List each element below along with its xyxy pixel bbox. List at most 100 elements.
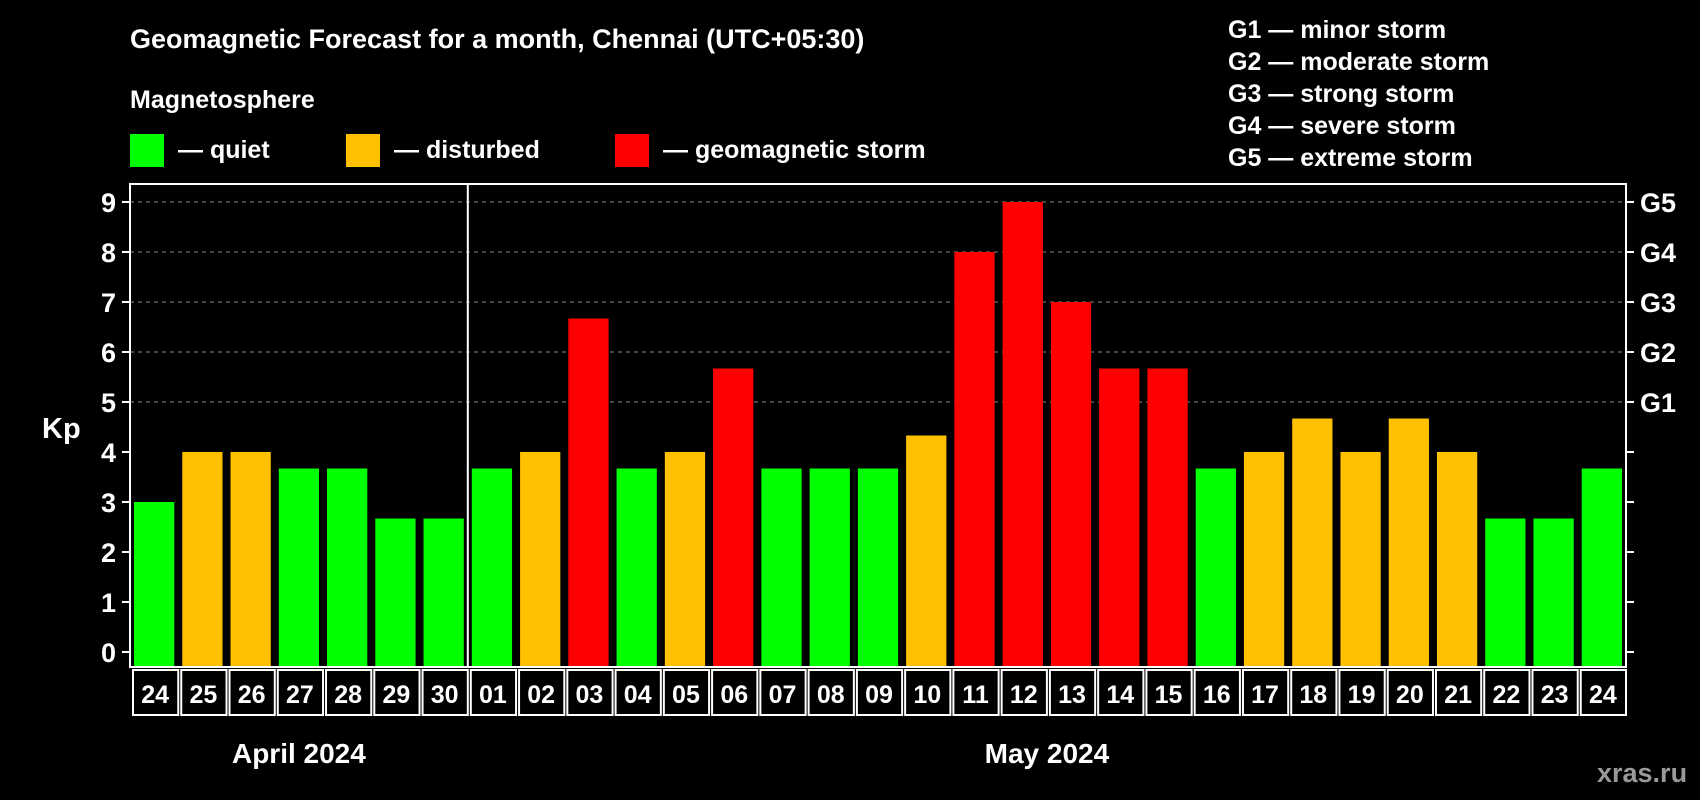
date-cell xyxy=(1290,669,1338,716)
date-label: 21 xyxy=(1444,681,1472,709)
bar-08 xyxy=(809,468,850,666)
bar-06 xyxy=(713,368,754,666)
y-tick-label: 8 xyxy=(101,238,116,268)
date-label: 16 xyxy=(1203,681,1231,709)
date-cell xyxy=(276,669,325,716)
date-cell xyxy=(1048,669,1097,716)
date-cell xyxy=(904,669,952,716)
bar-11 xyxy=(954,252,995,666)
month-label: May 2024 xyxy=(985,738,1110,769)
date-label: 02 xyxy=(527,681,555,709)
g-level-label: G4 xyxy=(1640,238,1676,268)
bar-20 xyxy=(1388,418,1429,666)
bar-15 xyxy=(1147,368,1188,666)
date-label: 15 xyxy=(1155,681,1183,709)
date-cell xyxy=(1434,669,1483,716)
date-label: 10 xyxy=(913,681,941,709)
g-level-label: G5 xyxy=(1640,188,1676,218)
legend-storm-label: — geomagnetic storm xyxy=(663,136,926,164)
bar-21 xyxy=(1436,452,1478,666)
date-cell xyxy=(228,669,276,716)
bar-17 xyxy=(1243,452,1285,666)
date-cell xyxy=(1386,669,1434,716)
y-tick-label: 1 xyxy=(101,588,116,618)
storm-levels-legend: G1 — minor storm G2 — moderate storm G3 … xyxy=(1228,14,1489,174)
legend-disturbed: — disturbed xyxy=(346,134,540,167)
bar-26 xyxy=(230,452,271,666)
date-label: 06 xyxy=(720,681,748,709)
date-cell xyxy=(180,669,228,716)
date-label: 04 xyxy=(624,681,652,709)
date-label: 05 xyxy=(672,681,700,709)
date-label: 29 xyxy=(383,681,411,709)
chart-title: Geomagnetic Forecast for a month, Chenna… xyxy=(130,24,865,54)
bar-24 xyxy=(1581,468,1622,666)
bar-02 xyxy=(520,452,561,666)
bar-09 xyxy=(857,468,899,666)
date-cell xyxy=(952,669,1000,716)
date-label: 24 xyxy=(1589,681,1617,709)
y-tick-label: 6 xyxy=(101,338,116,368)
storm-level-g3: G3 — strong storm xyxy=(1228,80,1455,108)
date-cell xyxy=(855,669,904,716)
date-cell xyxy=(1483,669,1531,716)
bar-24 xyxy=(134,502,175,666)
date-label: 18 xyxy=(1299,681,1327,709)
y-tick-label: 4 xyxy=(101,438,116,468)
storm-swatch xyxy=(615,134,649,167)
bar-01 xyxy=(471,468,513,666)
date-cell xyxy=(132,669,180,716)
bar-27 xyxy=(278,468,320,666)
date-cell xyxy=(1145,669,1193,716)
legend-storm: — geomagnetic storm xyxy=(615,134,926,167)
date-label: 09 xyxy=(865,681,893,709)
date-cell xyxy=(1241,669,1290,716)
bar-25 xyxy=(182,452,223,666)
date-cell xyxy=(1000,669,1048,716)
date-label: 12 xyxy=(1010,681,1038,709)
bar-23 xyxy=(1533,518,1574,666)
date-cell xyxy=(421,669,469,716)
y-tick-label: 3 xyxy=(101,488,116,518)
date-label: 03 xyxy=(576,681,604,709)
date-cell xyxy=(711,669,759,716)
quiet-swatch xyxy=(130,134,164,167)
legend-quiet-label: — quiet xyxy=(178,136,270,164)
storm-level-g4: G4 — severe storm xyxy=(1228,112,1456,140)
y-tick-label: 5 xyxy=(101,388,116,418)
bar-14 xyxy=(1099,368,1140,666)
date-label: 30 xyxy=(431,681,459,709)
date-cell xyxy=(759,669,807,716)
bar-05 xyxy=(664,452,706,666)
y-axis-label: Kp xyxy=(42,413,81,445)
bar-18 xyxy=(1292,418,1333,666)
date-cell xyxy=(1579,669,1628,716)
g-level-label: G1 xyxy=(1640,388,1676,418)
bar-04 xyxy=(616,468,657,666)
bar-22 xyxy=(1485,518,1526,666)
legend-disturbed-label: — disturbed xyxy=(394,136,540,164)
date-cell xyxy=(325,669,373,716)
date-cell xyxy=(1531,669,1579,716)
month-label: April 2024 xyxy=(232,738,366,769)
plot-frame xyxy=(129,183,1627,668)
g-level-label: G2 xyxy=(1640,338,1676,368)
y-tick-label: 0 xyxy=(101,638,116,668)
bar-10 xyxy=(906,435,947,666)
date-cell xyxy=(807,669,855,716)
y-tick-label: 9 xyxy=(101,188,116,218)
date-label: 08 xyxy=(817,681,845,709)
date-label: 11 xyxy=(962,681,989,709)
y-tick-label: 2 xyxy=(101,538,116,568)
date-label: 24 xyxy=(141,681,169,709)
date-label: 19 xyxy=(1348,681,1376,709)
bar-16 xyxy=(1195,468,1236,666)
storm-level-g5: G5 — extreme storm xyxy=(1228,144,1473,172)
date-label: 20 xyxy=(1396,681,1424,709)
date-cell xyxy=(614,669,662,716)
date-label: 14 xyxy=(1106,681,1134,709)
date-label: 23 xyxy=(1541,681,1569,709)
legend-quiet: — quiet xyxy=(130,134,270,167)
date-label: 13 xyxy=(1058,681,1086,709)
